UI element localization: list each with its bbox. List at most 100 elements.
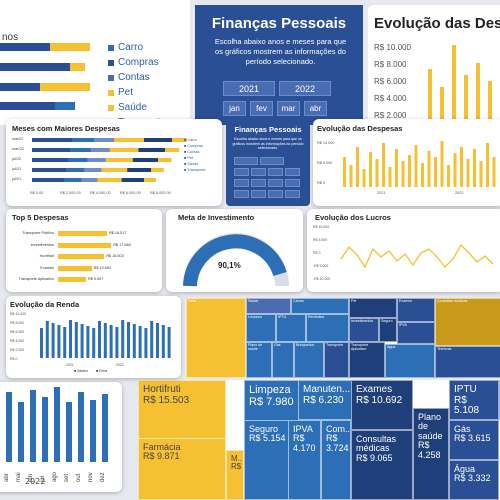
bg-month-jan[interactable]: jan bbox=[223, 101, 246, 116]
small-treemap-cell[interactable]: Pet bbox=[349, 298, 397, 318]
bg-bottom-xtick: set bbox=[64, 473, 70, 482]
bg-month-abr[interactable]: abr bbox=[304, 101, 327, 116]
small-treemap-cell[interactable]: Telefonia bbox=[435, 346, 500, 378]
small-treemap-cell[interactable]: Consultas médicas bbox=[435, 298, 500, 346]
small-treemap-cell[interactable]: Fatia bbox=[186, 298, 246, 378]
small-treemap-cell[interactable]: Água bbox=[385, 344, 435, 378]
meses-bar-segment bbox=[121, 178, 144, 182]
bg-legend-swatch bbox=[108, 59, 114, 66]
finance-subtitle: Escolha abaixo anos e meses para que os … bbox=[232, 137, 304, 151]
finance-filter-button[interactable] bbox=[251, 168, 266, 176]
small-treemap-cell[interactable]: Remédios bbox=[306, 314, 349, 342]
big-treemap-cell[interactable]: Gás R$ 3.615 bbox=[449, 420, 499, 460]
meses-row-label: mar/22 bbox=[12, 147, 24, 151]
finance-filter-button[interactable] bbox=[234, 157, 258, 165]
renda-bar bbox=[40, 328, 43, 358]
small-treemap-cell[interactable]: Brinquedos bbox=[294, 342, 324, 378]
small-treemap-label: Exames bbox=[399, 299, 412, 303]
big-treemap-value: R$ 6.230 bbox=[303, 394, 344, 406]
big-treemap-cell[interactable]: Seguro R$ 5.154 bbox=[244, 420, 294, 500]
finance-filter-button[interactable] bbox=[268, 190, 283, 198]
small-treemap-cell[interactable]: Transporte Aplicativo bbox=[349, 342, 385, 378]
evo-despesas-bar bbox=[375, 159, 379, 187]
bg-evolution-ytick: R$ 8.000 bbox=[374, 60, 407, 69]
evo-despesas-bar bbox=[447, 165, 450, 187]
small-treemap-label: Carros bbox=[293, 299, 304, 303]
evo-despesas-card: Evolução das Despesas R$ 10.000 R$ 5.000 R… bbox=[313, 119, 500, 206]
small-treemap-cell[interactable]: Carros bbox=[291, 298, 349, 314]
bg-evolution-bar bbox=[476, 63, 480, 121]
top5-label: Hortifruti bbox=[39, 254, 54, 258]
evo-despesas-bar bbox=[362, 169, 366, 187]
finance-filter-button[interactable] bbox=[234, 179, 249, 187]
big-treemap-cell[interactable]: Com... R$ 3.724 bbox=[321, 420, 351, 500]
renda-bar bbox=[121, 320, 125, 358]
bg-evolution-ytick: R$ 4.000 bbox=[374, 94, 407, 103]
finance-filter-button[interactable] bbox=[251, 179, 266, 187]
big-treemap-name: Farmácia bbox=[143, 442, 181, 452]
lucros-line bbox=[340, 243, 494, 269]
bg-bottom-bar bbox=[78, 392, 84, 462]
big-treemap-cell[interactable]: Água R$ 3.332 bbox=[449, 460, 499, 500]
bg-bottom-bar bbox=[6, 392, 12, 462]
evo-despesas-bar bbox=[479, 161, 483, 187]
big-treemap-cell[interactable]: IPTU R$ 5.108 bbox=[449, 380, 499, 420]
small-treemap-cell[interactable]: Limpeza bbox=[246, 314, 276, 342]
renda-xtick: 2021 bbox=[66, 363, 74, 367]
finance-filter-button[interactable] bbox=[268, 179, 283, 187]
renda-bar bbox=[132, 324, 136, 358]
small-treemap-cell[interactable]: Exames bbox=[397, 298, 435, 322]
bg-month-fev[interactable]: fev bbox=[250, 101, 273, 116]
meses-card: Meses com Maiores Despesas mai/22 mar/22 j… bbox=[6, 119, 222, 206]
bg-legend-swatch bbox=[108, 89, 114, 96]
top5-bar bbox=[58, 254, 105, 259]
meses-bar-segment bbox=[66, 168, 85, 172]
big-treemap-value: R$ 3.724 bbox=[326, 433, 349, 453]
finance-filter-button[interactable] bbox=[234, 190, 249, 198]
renda-bar bbox=[156, 323, 159, 358]
finance-filter-button[interactable] bbox=[234, 168, 249, 176]
finance-filter-button[interactable] bbox=[285, 168, 300, 176]
meses-bar-segment bbox=[90, 148, 110, 152]
renda-chart bbox=[40, 320, 171, 358]
small-treemap-label: Transporte bbox=[326, 343, 344, 347]
small-treemap-cell[interactable]: Gás bbox=[272, 342, 294, 378]
small-treemap-cell[interactable]: Investimentos bbox=[349, 318, 379, 342]
small-treemap-cell[interactable]: IPTU bbox=[276, 314, 306, 342]
big-treemap-value: R$ 15.503 bbox=[143, 394, 190, 406]
big-treemap-cell[interactable]: Exames R$ 10.692 bbox=[351, 380, 413, 430]
meses-bar-segment bbox=[94, 138, 114, 142]
big-treemap-value: R$ 9.871 bbox=[143, 451, 180, 462]
meses-bar-segment bbox=[105, 158, 133, 162]
finance-filter-button[interactable] bbox=[268, 168, 283, 176]
small-treemap-cell[interactable]: Seguro bbox=[379, 318, 397, 342]
big-treemap-cell[interactable]: IPVA R$ 4.170 bbox=[288, 420, 321, 500]
big-treemap-cell[interactable]: M.. R$ bbox=[226, 450, 244, 500]
big-treemap-cell[interactable]: Manuten... R$ 6.230 bbox=[298, 380, 354, 420]
bg-legend-item: Carro bbox=[108, 40, 166, 55]
bg-legend: CarroComprasContasPetSaúdeTransporte bbox=[108, 40, 166, 125]
bg-bottom-xtick: nov bbox=[88, 472, 94, 482]
meses-bar-segment bbox=[84, 168, 102, 172]
bg-month-mar[interactable]: mar bbox=[277, 101, 300, 116]
finance-filter-button[interactable] bbox=[285, 179, 300, 187]
big-treemap-cell[interactable]: Plano de saúde R$ 4.258 bbox=[413, 408, 449, 500]
small-treemap-label: Plano de saúde bbox=[248, 343, 263, 351]
top5-bar bbox=[58, 242, 112, 248]
bg-year-2021[interactable]: 2021 bbox=[223, 81, 275, 96]
bg-year-2022[interactable]: 2022 bbox=[279, 81, 331, 96]
meses-title: Meses com Maiores Despesas bbox=[12, 124, 120, 133]
big-treemap-cell[interactable]: Farmácia R$ 9.871 bbox=[138, 438, 226, 500]
small-treemap-cell[interactable]: Transporte bbox=[324, 342, 349, 378]
small-treemap-label: Fatia bbox=[188, 299, 196, 303]
small-treemap-cell[interactable]: Plano de saúde bbox=[246, 342, 272, 378]
finance-filter-button[interactable] bbox=[251, 190, 266, 198]
renda-bar bbox=[63, 327, 67, 358]
small-treemap: Fatia Saúde Carros Pet Exames Limpeza IPTU Remé… bbox=[186, 298, 500, 378]
finance-filter-button[interactable] bbox=[260, 157, 284, 165]
finance-filter-button[interactable] bbox=[285, 190, 300, 198]
big-treemap-cell[interactable]: Consultas médicas R$ 9.065 bbox=[351, 430, 413, 500]
small-treemap-cell[interactable]: Saúde bbox=[246, 298, 291, 314]
renda-bar bbox=[150, 321, 154, 358]
small-treemap-cell[interactable]: IPVA bbox=[397, 322, 435, 344]
